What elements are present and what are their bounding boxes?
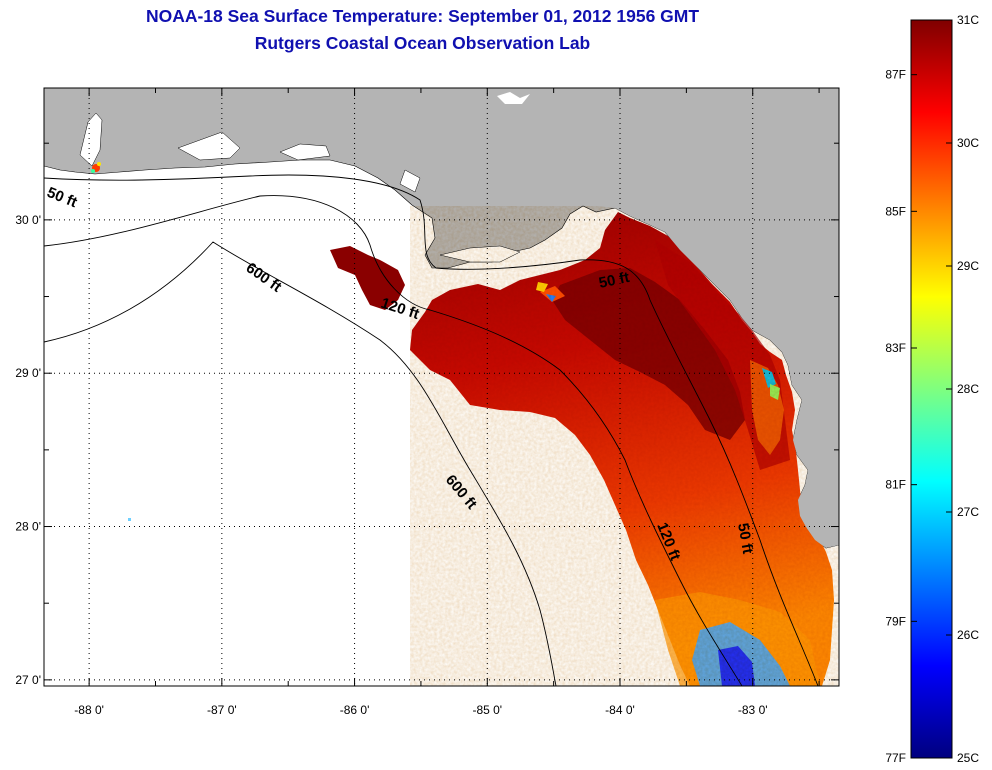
colorbar-label-f: 77F bbox=[885, 751, 906, 765]
colorbar-label-f: 81F bbox=[885, 478, 906, 492]
bay-shapes bbox=[79, 112, 521, 263]
map-subtitle: Rutgers Coastal Ocean Observation Lab bbox=[254, 33, 591, 53]
colorbar-label-c: 25C bbox=[957, 751, 979, 765]
colorbar-label-c: 31C bbox=[957, 13, 979, 27]
inland-water bbox=[497, 92, 530, 104]
contour-label-50ft-south: 50 ft bbox=[734, 522, 756, 555]
longitude-labels: -88 0' -87 0' -86 0' -85 0' -84 0' -83 0' bbox=[74, 703, 767, 717]
lon-tick-label: -85 0' bbox=[472, 703, 502, 717]
colorbar-label-f: 87F bbox=[885, 68, 906, 82]
latitude-labels: 30 0' 29 0' 28 0' 27 0' bbox=[15, 213, 41, 687]
colorbar-label-f: 85F bbox=[885, 204, 906, 218]
colorbar bbox=[910, 19, 953, 759]
colorbar-label-f: 83F bbox=[885, 341, 906, 355]
colorbar-label-c: 28C bbox=[957, 382, 979, 396]
lat-tick-label: 30 0' bbox=[15, 213, 41, 227]
lon-tick-label: -88 0' bbox=[74, 703, 104, 717]
axis-ticks bbox=[44, 88, 839, 686]
lat-tick-label: 29 0' bbox=[15, 366, 41, 380]
lat-tick-label: 27 0' bbox=[15, 673, 41, 687]
contour-120ft bbox=[44, 195, 743, 686]
colorbar-label-c: 26C bbox=[957, 628, 979, 642]
colorbar-label-c: 30C bbox=[957, 136, 979, 150]
lon-tick-label: -84 0' bbox=[605, 703, 635, 717]
colorbar-celsius-labels: 31C 30C 29C 28C 27C 26C 25C bbox=[946, 13, 979, 765]
colorbar-label-c: 27C bbox=[957, 505, 979, 519]
land-overlay bbox=[598, 88, 839, 548]
lat-tick-label: 28 0' bbox=[15, 520, 41, 534]
lon-tick-label: -86 0' bbox=[340, 703, 370, 717]
map-title: NOAA-18 Sea Surface Temperature: Septemb… bbox=[145, 6, 700, 26]
contour-label-50ft-bigbend: 50 ft bbox=[597, 269, 631, 292]
lon-tick-label: -87 0' bbox=[207, 703, 237, 717]
colorbar-label-c: 29C bbox=[957, 259, 979, 273]
depth-contours bbox=[44, 174, 819, 686]
lon-tick-label: -83 0' bbox=[738, 703, 768, 717]
colorbar-label-f: 79F bbox=[885, 614, 906, 628]
contour-600ft bbox=[44, 241, 557, 686]
colorbar-fahrenheit-labels: 87F 85F 83F 81F 79F 77F bbox=[885, 68, 917, 765]
contour-50ft bbox=[44, 174, 819, 686]
map-frame bbox=[43, 87, 840, 687]
